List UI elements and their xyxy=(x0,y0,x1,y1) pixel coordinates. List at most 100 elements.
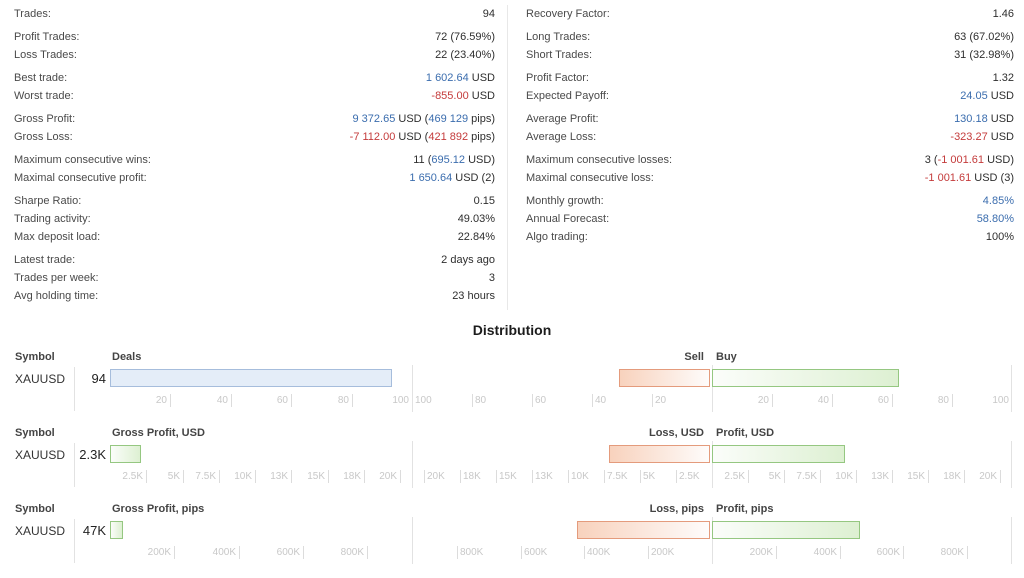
separator-line xyxy=(1011,441,1012,488)
axis-tick-line xyxy=(584,546,585,559)
negative-side-header: Loss, USD xyxy=(648,427,704,439)
stat-row: Profit Factor: 1.32 xyxy=(526,69,1014,87)
separator-line xyxy=(412,365,413,412)
stat-row: Trading activity: 49.03% xyxy=(14,210,495,228)
axis-tick-label: 5K xyxy=(167,471,180,482)
separator-line xyxy=(712,365,713,412)
separator-line xyxy=(712,441,713,488)
axis-tick-line xyxy=(856,470,857,483)
axis-tick-label: 13K xyxy=(871,471,889,482)
stat-value: 49.03% xyxy=(458,210,495,228)
stat-value-segment: 3 ( xyxy=(924,154,938,166)
axis-tick-line xyxy=(231,394,232,407)
separator-line xyxy=(74,519,75,563)
symbol-column-header: Symbol xyxy=(15,427,55,439)
axis-tick-label: 400K xyxy=(212,547,236,558)
stat-value: 23 hours xyxy=(452,287,495,305)
stat-value-red-segment: -7 112.00 xyxy=(349,131,396,143)
stat-value: 4.85% xyxy=(983,192,1014,210)
stat-value-segment: 31 (32.98%) xyxy=(954,49,1014,61)
stat-value-blue-segment: 469 129 xyxy=(428,113,469,125)
axis-tick-line xyxy=(174,546,175,559)
axis-tick-line xyxy=(592,394,593,407)
stat-value-segment: 1.46 xyxy=(992,8,1014,20)
stat-label: Profit Trades: xyxy=(14,31,80,43)
stat-value: 11 (695.12 USD) xyxy=(413,151,495,169)
stat-value-segment: 63 (67.02%) xyxy=(954,31,1014,43)
axis-tick-line xyxy=(367,546,368,559)
separator-line xyxy=(712,517,713,564)
stat-value: 22.84% xyxy=(458,228,495,246)
stat-group: Maximum consecutive wins: 11 (695.12 USD)… xyxy=(14,151,495,187)
stat-value: -855.00 USD xyxy=(431,87,495,105)
stat-value: 1 650.64 USD (2) xyxy=(409,169,495,187)
stat-value: 3 (-1 001.61 USD) xyxy=(925,151,1014,169)
stat-value-segment: pips) xyxy=(468,131,495,143)
axis-tick-line xyxy=(521,546,522,559)
stat-label: Monthly growth: xyxy=(526,195,604,207)
axis-tick-line xyxy=(652,394,653,407)
stat-group: Profit Factor: 1.32 Expected Payoff: 24.05 … xyxy=(526,69,1014,105)
left-chart-header: Gross Profit, USD xyxy=(112,427,205,439)
stat-value: 31 (32.98%) xyxy=(954,46,1014,64)
axis-tick-label: 20K xyxy=(427,471,445,482)
axis-tick-line xyxy=(424,470,425,483)
axis-tick-line xyxy=(1000,470,1001,483)
stat-value-segment: 94 xyxy=(482,8,495,20)
axis-tick-label: 13K xyxy=(535,471,553,482)
stat-value-segment: USD xyxy=(987,90,1014,102)
axis-tick-line xyxy=(840,546,841,559)
axis-tick-label: 10K xyxy=(234,471,252,482)
axis-tick-line xyxy=(967,546,968,559)
stat-row: Average Profit: 130.18 USD xyxy=(526,110,1014,128)
axis-tick-label: 5K xyxy=(643,471,656,482)
axis-tick-label: 200K xyxy=(651,547,675,558)
axis-tick-label: 100 xyxy=(415,395,432,406)
distribution-row: Symbol Deals Sell Buy XAUUSD 94 20 40 60 80 100 20 2… xyxy=(0,350,1024,426)
stat-value-red-segment: -1 001.61 xyxy=(924,172,972,184)
stat-row: Profit Trades: 72 (76.59%) xyxy=(14,28,495,46)
axis-tick-label: 100 xyxy=(392,395,409,406)
stat-value: -1 001.61 USD (3) xyxy=(925,169,1014,187)
stat-row: Sharpe Ratio: 0.15 xyxy=(14,192,495,210)
axis-tick-line xyxy=(903,546,904,559)
separator-line xyxy=(1011,517,1012,564)
stat-value-red-segment: -323.27 xyxy=(950,131,988,143)
row-total-value: 94 xyxy=(91,371,106,386)
axis-tick-line xyxy=(460,470,461,483)
stat-row: Gross Loss: -7 112.00 USD (421 892 pips) xyxy=(14,128,495,146)
axis-tick-label: 18K xyxy=(943,471,961,482)
stat-value-red-segment: -855.00 xyxy=(431,90,469,102)
positive-bar xyxy=(712,445,845,463)
stat-row: Recovery Factor: 1.46 xyxy=(526,5,1014,23)
stat-label: Gross Profit: xyxy=(14,113,76,125)
stat-group: Latest trade: 2 days ago Trades per week: 3… xyxy=(14,251,495,305)
stat-value-segment: USD ( xyxy=(395,113,429,125)
stat-label: Annual Forecast: xyxy=(526,213,610,225)
positive-bar xyxy=(712,369,899,387)
stat-row: Short Trades: 31 (32.98%) xyxy=(526,46,1014,64)
axis-tick-line xyxy=(146,470,147,483)
axis-tick-label: 60 xyxy=(276,395,288,406)
separator-line xyxy=(74,443,75,487)
axis-tick-line xyxy=(291,394,292,407)
stat-value-red-segment: 421 892 xyxy=(428,131,469,143)
stat-row: Long Trades: 63 (67.02%) xyxy=(526,28,1014,46)
positive-side-header: Profit, USD xyxy=(716,427,775,439)
axis-tick-line xyxy=(532,470,533,483)
stat-label: Trades per week: xyxy=(14,272,99,284)
stat-label: Long Trades: xyxy=(526,31,591,43)
stat-value-blue-segment: 24.05 xyxy=(960,90,988,102)
stat-value: 24.05 USD xyxy=(960,87,1014,105)
gross-profit-pips-bar xyxy=(110,521,123,539)
symbol-column-header: Symbol xyxy=(15,503,55,515)
distribution-title: Distribution xyxy=(472,322,552,338)
axis-tick-label: 15K xyxy=(307,471,325,482)
axis-tick-label: 5K xyxy=(768,471,781,482)
stat-row: Max deposit load: 22.84% xyxy=(14,228,495,246)
stat-row: Annual Forecast: 58.80% xyxy=(526,210,1014,228)
stat-label: Sharpe Ratio: xyxy=(14,195,82,207)
stat-value: 0.15 xyxy=(474,192,495,210)
stat-value-segment: USD) xyxy=(465,154,495,166)
stat-label: Recovery Factor: xyxy=(526,8,610,20)
